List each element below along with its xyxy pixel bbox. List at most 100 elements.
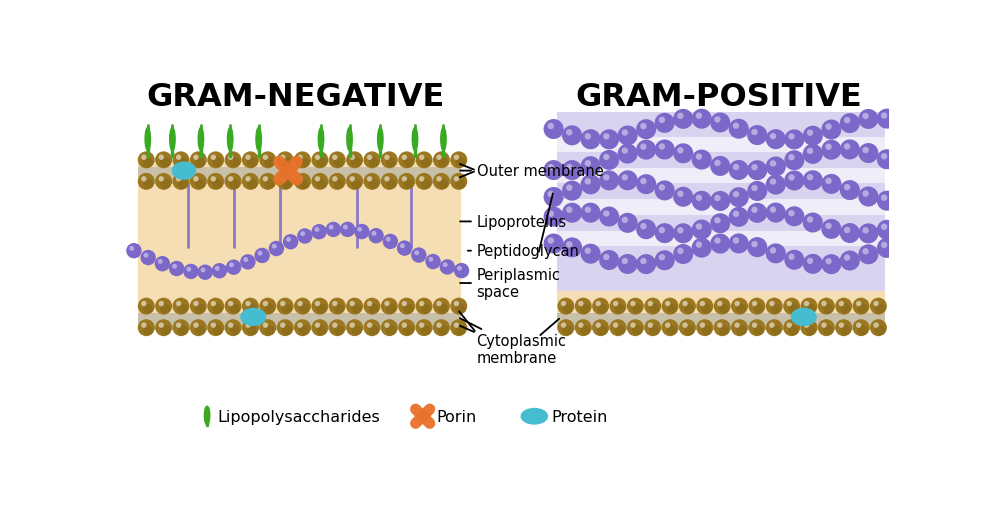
Circle shape	[429, 257, 434, 262]
Circle shape	[803, 255, 823, 274]
Circle shape	[230, 326, 240, 336]
Circle shape	[788, 134, 795, 140]
Circle shape	[753, 326, 763, 336]
Circle shape	[858, 187, 878, 207]
Circle shape	[334, 158, 344, 168]
Circle shape	[826, 124, 832, 130]
Circle shape	[300, 232, 305, 237]
Circle shape	[158, 301, 164, 307]
Ellipse shape	[172, 163, 196, 180]
Circle shape	[419, 155, 425, 161]
Circle shape	[647, 323, 653, 328]
Circle shape	[386, 304, 396, 314]
Circle shape	[195, 326, 205, 336]
Text: Porin: Porin	[437, 409, 477, 424]
Circle shape	[839, 301, 844, 307]
Circle shape	[283, 235, 298, 250]
Circle shape	[262, 177, 268, 182]
Circle shape	[843, 227, 850, 234]
Circle shape	[346, 152, 363, 169]
Circle shape	[682, 301, 688, 307]
Circle shape	[349, 301, 355, 307]
Circle shape	[403, 326, 414, 336]
Circle shape	[641, 179, 646, 185]
Circle shape	[841, 304, 850, 314]
Circle shape	[733, 165, 740, 171]
Circle shape	[729, 234, 748, 254]
Circle shape	[679, 320, 696, 336]
Circle shape	[770, 207, 776, 214]
Ellipse shape	[204, 407, 210, 425]
Circle shape	[677, 248, 684, 255]
Circle shape	[603, 134, 610, 140]
Circle shape	[453, 264, 469, 279]
Circle shape	[340, 222, 355, 238]
Circle shape	[658, 185, 665, 191]
Circle shape	[193, 323, 199, 328]
Circle shape	[562, 238, 582, 258]
Circle shape	[268, 241, 284, 257]
Circle shape	[840, 140, 860, 160]
Circle shape	[367, 301, 372, 307]
Circle shape	[822, 255, 842, 275]
Circle shape	[403, 179, 414, 189]
Circle shape	[363, 298, 380, 315]
Circle shape	[349, 323, 355, 328]
Circle shape	[766, 244, 786, 264]
Circle shape	[282, 304, 292, 314]
Circle shape	[803, 144, 823, 165]
Circle shape	[544, 120, 563, 140]
Ellipse shape	[241, 309, 265, 326]
Circle shape	[186, 267, 191, 272]
Circle shape	[426, 255, 441, 270]
Circle shape	[144, 254, 148, 258]
Circle shape	[384, 177, 390, 182]
Circle shape	[677, 191, 684, 197]
Circle shape	[282, 158, 292, 168]
Circle shape	[299, 304, 309, 314]
Ellipse shape	[441, 128, 446, 152]
Circle shape	[351, 304, 361, 314]
Text: Outer membrane: Outer membrane	[460, 164, 603, 179]
Circle shape	[803, 126, 823, 146]
Circle shape	[246, 323, 250, 328]
Circle shape	[403, 304, 414, 314]
Circle shape	[733, 211, 740, 218]
Circle shape	[402, 155, 407, 161]
Ellipse shape	[169, 128, 175, 152]
Circle shape	[843, 184, 850, 191]
Circle shape	[419, 323, 425, 328]
Circle shape	[585, 248, 591, 255]
Circle shape	[155, 152, 172, 169]
Circle shape	[873, 323, 879, 328]
Circle shape	[560, 301, 566, 307]
Circle shape	[801, 320, 818, 336]
Circle shape	[710, 214, 731, 234]
Circle shape	[714, 195, 721, 202]
Circle shape	[717, 323, 723, 328]
Circle shape	[381, 320, 398, 336]
Circle shape	[334, 304, 344, 314]
Circle shape	[195, 158, 205, 168]
Circle shape	[225, 320, 242, 336]
Circle shape	[622, 258, 628, 265]
Circle shape	[248, 326, 257, 336]
Circle shape	[843, 144, 850, 150]
Circle shape	[195, 179, 205, 189]
Circle shape	[230, 304, 240, 314]
Circle shape	[822, 175, 842, 194]
Circle shape	[654, 251, 675, 271]
Circle shape	[751, 130, 757, 136]
Circle shape	[138, 152, 154, 169]
Circle shape	[228, 301, 234, 307]
Circle shape	[317, 158, 327, 168]
Circle shape	[297, 155, 303, 161]
Circle shape	[297, 301, 303, 307]
Circle shape	[826, 223, 832, 230]
Circle shape	[455, 179, 465, 189]
Ellipse shape	[521, 409, 547, 424]
Circle shape	[177, 304, 188, 314]
Circle shape	[225, 152, 242, 169]
Circle shape	[386, 158, 396, 168]
Circle shape	[329, 174, 346, 190]
